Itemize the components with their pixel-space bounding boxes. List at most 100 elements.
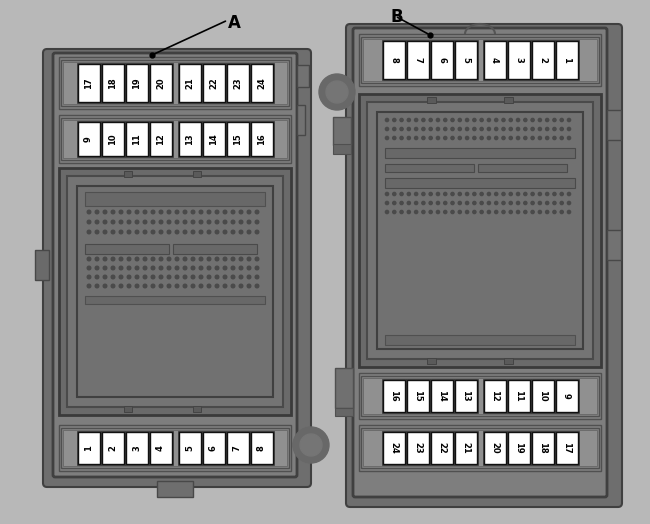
Circle shape: [231, 275, 235, 279]
Bar: [101, 63, 125, 103]
Bar: [504, 97, 513, 103]
Circle shape: [191, 275, 195, 279]
Text: 18: 18: [108, 77, 117, 89]
Bar: [382, 40, 406, 80]
Circle shape: [393, 201, 396, 204]
Bar: [359, 373, 601, 419]
Bar: [361, 37, 599, 83]
Bar: [478, 164, 567, 172]
Bar: [484, 432, 506, 464]
Bar: [382, 432, 404, 464]
Circle shape: [183, 230, 187, 234]
Circle shape: [422, 118, 425, 122]
Circle shape: [458, 192, 462, 195]
Bar: [101, 432, 124, 464]
Text: 8: 8: [389, 57, 398, 63]
Circle shape: [436, 211, 439, 214]
Circle shape: [293, 427, 329, 463]
Text: 2: 2: [538, 57, 547, 63]
Circle shape: [473, 127, 476, 130]
Bar: [359, 425, 601, 471]
Text: 11: 11: [514, 390, 523, 402]
Bar: [148, 431, 172, 465]
Circle shape: [458, 118, 462, 122]
Circle shape: [239, 275, 243, 279]
Text: 12: 12: [490, 390, 499, 402]
Circle shape: [231, 284, 235, 288]
Circle shape: [255, 266, 259, 270]
Circle shape: [545, 127, 549, 130]
Bar: [125, 122, 148, 156]
Circle shape: [451, 192, 454, 195]
Circle shape: [127, 220, 131, 224]
Circle shape: [531, 211, 534, 214]
Bar: [59, 115, 291, 163]
Circle shape: [524, 201, 527, 204]
Text: 17: 17: [84, 77, 93, 89]
Circle shape: [111, 266, 115, 270]
Bar: [157, 481, 193, 497]
Circle shape: [231, 220, 235, 224]
Circle shape: [451, 136, 454, 139]
Circle shape: [111, 210, 115, 214]
Circle shape: [119, 275, 123, 279]
Bar: [250, 63, 274, 103]
Circle shape: [255, 220, 259, 224]
Text: 4: 4: [156, 445, 165, 451]
Bar: [202, 121, 226, 157]
Circle shape: [509, 211, 512, 214]
Circle shape: [495, 211, 498, 214]
Circle shape: [538, 127, 541, 130]
Circle shape: [87, 257, 91, 261]
Text: 14: 14: [209, 133, 218, 145]
Bar: [59, 425, 291, 471]
Circle shape: [159, 220, 162, 224]
Circle shape: [451, 127, 454, 130]
FancyBboxPatch shape: [353, 28, 607, 497]
Circle shape: [560, 192, 564, 195]
Circle shape: [531, 192, 534, 195]
Circle shape: [223, 257, 227, 261]
Bar: [77, 432, 99, 464]
Circle shape: [143, 275, 147, 279]
Bar: [203, 122, 224, 156]
Circle shape: [247, 210, 251, 214]
Bar: [367, 102, 593, 359]
Bar: [193, 171, 202, 177]
Circle shape: [87, 230, 91, 234]
Circle shape: [183, 284, 187, 288]
Circle shape: [127, 230, 131, 234]
Circle shape: [444, 211, 447, 214]
Circle shape: [458, 211, 462, 214]
Circle shape: [415, 201, 418, 204]
Circle shape: [207, 220, 211, 224]
Bar: [361, 376, 599, 416]
Circle shape: [199, 266, 203, 270]
Circle shape: [191, 257, 195, 261]
Circle shape: [444, 127, 447, 130]
Circle shape: [480, 201, 483, 204]
Circle shape: [545, 118, 549, 122]
Circle shape: [111, 275, 115, 279]
Circle shape: [385, 201, 389, 204]
Circle shape: [176, 284, 179, 288]
Bar: [363, 39, 597, 81]
Circle shape: [135, 220, 139, 224]
Circle shape: [408, 118, 410, 122]
Circle shape: [119, 284, 123, 288]
Circle shape: [191, 210, 195, 214]
Circle shape: [422, 201, 425, 204]
Bar: [77, 64, 99, 102]
Circle shape: [458, 201, 462, 204]
Circle shape: [95, 210, 99, 214]
Circle shape: [95, 220, 99, 224]
Circle shape: [560, 201, 564, 204]
Circle shape: [524, 127, 527, 130]
Circle shape: [488, 201, 491, 204]
Circle shape: [143, 266, 147, 270]
Bar: [532, 380, 554, 412]
Bar: [532, 432, 554, 464]
Circle shape: [553, 192, 556, 195]
Circle shape: [560, 118, 564, 122]
Circle shape: [231, 266, 235, 270]
